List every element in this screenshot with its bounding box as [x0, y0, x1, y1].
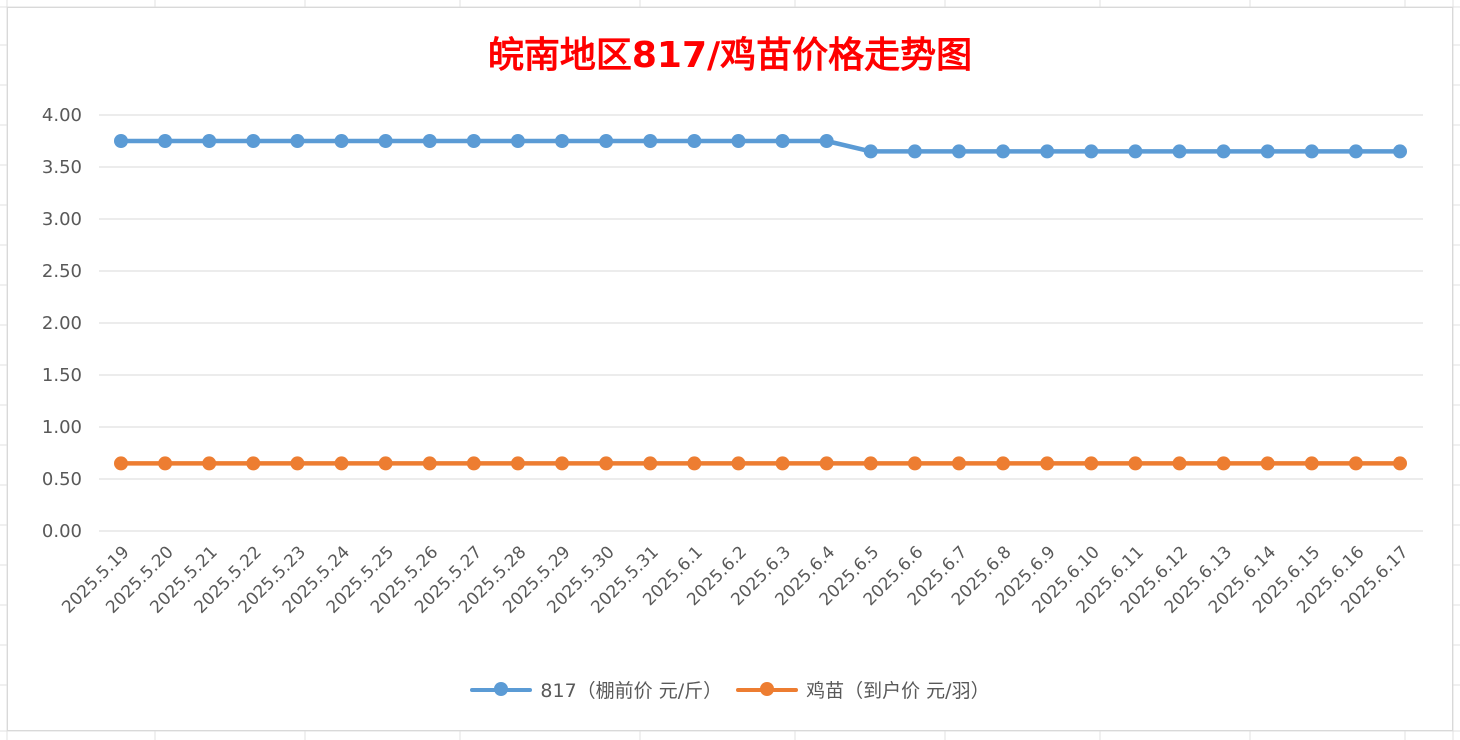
series-1-point-18[interactable] — [907, 456, 922, 471]
y-tick-label-1: 0.50 — [42, 469, 82, 490]
series-0-point-24[interactable] — [1172, 144, 1187, 159]
y-tick-label-7: 3.50 — [42, 157, 82, 178]
series-0-point-3[interactable] — [246, 134, 261, 148]
series-0-point-18[interactable] — [907, 144, 922, 159]
series-0-point-10[interactable] — [555, 134, 570, 148]
series-1-point-0[interactable] — [114, 456, 128, 471]
series-1-point-20[interactable] — [996, 456, 1011, 471]
series-1-point-7[interactable] — [422, 456, 437, 471]
series-0-point-26[interactable] — [1260, 144, 1275, 159]
series-0-point-11[interactable] — [599, 134, 614, 148]
series-1-point-17[interactable] — [863, 456, 878, 471]
series-1-point-29[interactable] — [1393, 456, 1407, 471]
series-1-point-14[interactable] — [731, 456, 746, 471]
y-tick-label-3: 1.50 — [42, 365, 82, 386]
y-tick-label-0: 0.00 — [42, 521, 82, 542]
legend-marker-817 — [470, 681, 533, 696]
legend-label-817: 817（棚前价 元/斤） — [540, 680, 723, 702]
y-tick-label-8: 4.00 — [42, 105, 82, 126]
series-0-point-2[interactable] — [202, 134, 217, 148]
series-1-point-22[interactable] — [1084, 456, 1099, 471]
legend-item-chick: 鸡苗（到户价 元/羽） — [736, 676, 990, 703]
series-1-point-11[interactable] — [599, 456, 614, 471]
legend-label-chick: 鸡苗（到户价 元/羽） — [806, 680, 990, 702]
chart-area[interactable] — [7, 7, 1453, 731]
series-1-point-1[interactable] — [158, 456, 173, 471]
series-1-point-26[interactable] — [1260, 456, 1275, 471]
series-0-point-9[interactable] — [510, 134, 525, 148]
series-0-point-20[interactable] — [996, 144, 1011, 159]
series-1-point-5[interactable] — [334, 456, 349, 471]
series-1-point-27[interactable] — [1304, 456, 1319, 471]
series-1-point-23[interactable] — [1128, 456, 1143, 471]
series-0-point-19[interactable] — [951, 144, 966, 159]
series-1-point-3[interactable] — [246, 456, 261, 471]
series-0-point-15[interactable] — [775, 134, 790, 148]
chart-legend: 817（棚前价 元/斤） 鸡苗（到户价 元/羽） — [0, 676, 1460, 703]
series-0-point-27[interactable] — [1304, 144, 1319, 159]
series-0-point-23[interactable] — [1128, 144, 1143, 159]
legend-item-817: 817（棚前价 元/斤） — [470, 676, 722, 703]
series-0-point-0[interactable] — [114, 134, 128, 148]
series-0-point-17[interactable] — [863, 144, 878, 159]
legend-marker-chick — [736, 681, 799, 696]
series-1-point-13[interactable] — [687, 456, 702, 471]
series-0-point-22[interactable] — [1084, 144, 1099, 159]
series-0-point-8[interactable] — [466, 134, 481, 148]
series-0-point-4[interactable] — [290, 134, 305, 148]
series-1-point-2[interactable] — [202, 456, 217, 471]
series-1-point-16[interactable] — [819, 456, 834, 471]
series-0-point-28[interactable] — [1348, 144, 1363, 159]
series-0-point-12[interactable] — [643, 134, 658, 148]
y-tick-label-6: 3.00 — [42, 209, 82, 230]
series-1-point-21[interactable] — [1040, 456, 1055, 471]
series-1-point-4[interactable] — [290, 456, 305, 471]
series-line-0 — [118, 138, 1403, 154]
series-0-point-14[interactable] — [731, 134, 746, 148]
series-1-point-10[interactable] — [555, 456, 570, 471]
series-0-point-5[interactable] — [334, 134, 349, 148]
series-1-point-12[interactable] — [643, 456, 658, 471]
series-1-point-9[interactable] — [510, 456, 525, 471]
series-0-point-16[interactable] — [819, 134, 834, 148]
series-0-point-1[interactable] — [158, 134, 173, 148]
y-tick-label-5: 2.50 — [42, 261, 82, 282]
series-1-point-15[interactable] — [775, 456, 790, 471]
series-0-point-13[interactable] — [687, 134, 702, 148]
series-0-point-21[interactable] — [1040, 144, 1055, 159]
series-1-point-25[interactable] — [1216, 456, 1231, 471]
series-1-point-6[interactable] — [378, 456, 393, 471]
series-1-point-24[interactable] — [1172, 456, 1187, 471]
series-1-point-19[interactable] — [951, 456, 966, 471]
chart-title: 皖南地区817/鸡苗价格走势图 — [487, 35, 973, 76]
series-0-point-6[interactable] — [378, 134, 393, 148]
series-0-point-25[interactable] — [1216, 144, 1231, 159]
series-1-point-28[interactable] — [1348, 456, 1363, 471]
series-0-point-7[interactable] — [422, 134, 437, 148]
series-0-point-29[interactable] — [1393, 144, 1407, 159]
y-tick-label-2: 1.00 — [42, 417, 82, 438]
y-tick-label-4: 2.00 — [42, 313, 82, 334]
series-1-point-8[interactable] — [466, 456, 481, 471]
